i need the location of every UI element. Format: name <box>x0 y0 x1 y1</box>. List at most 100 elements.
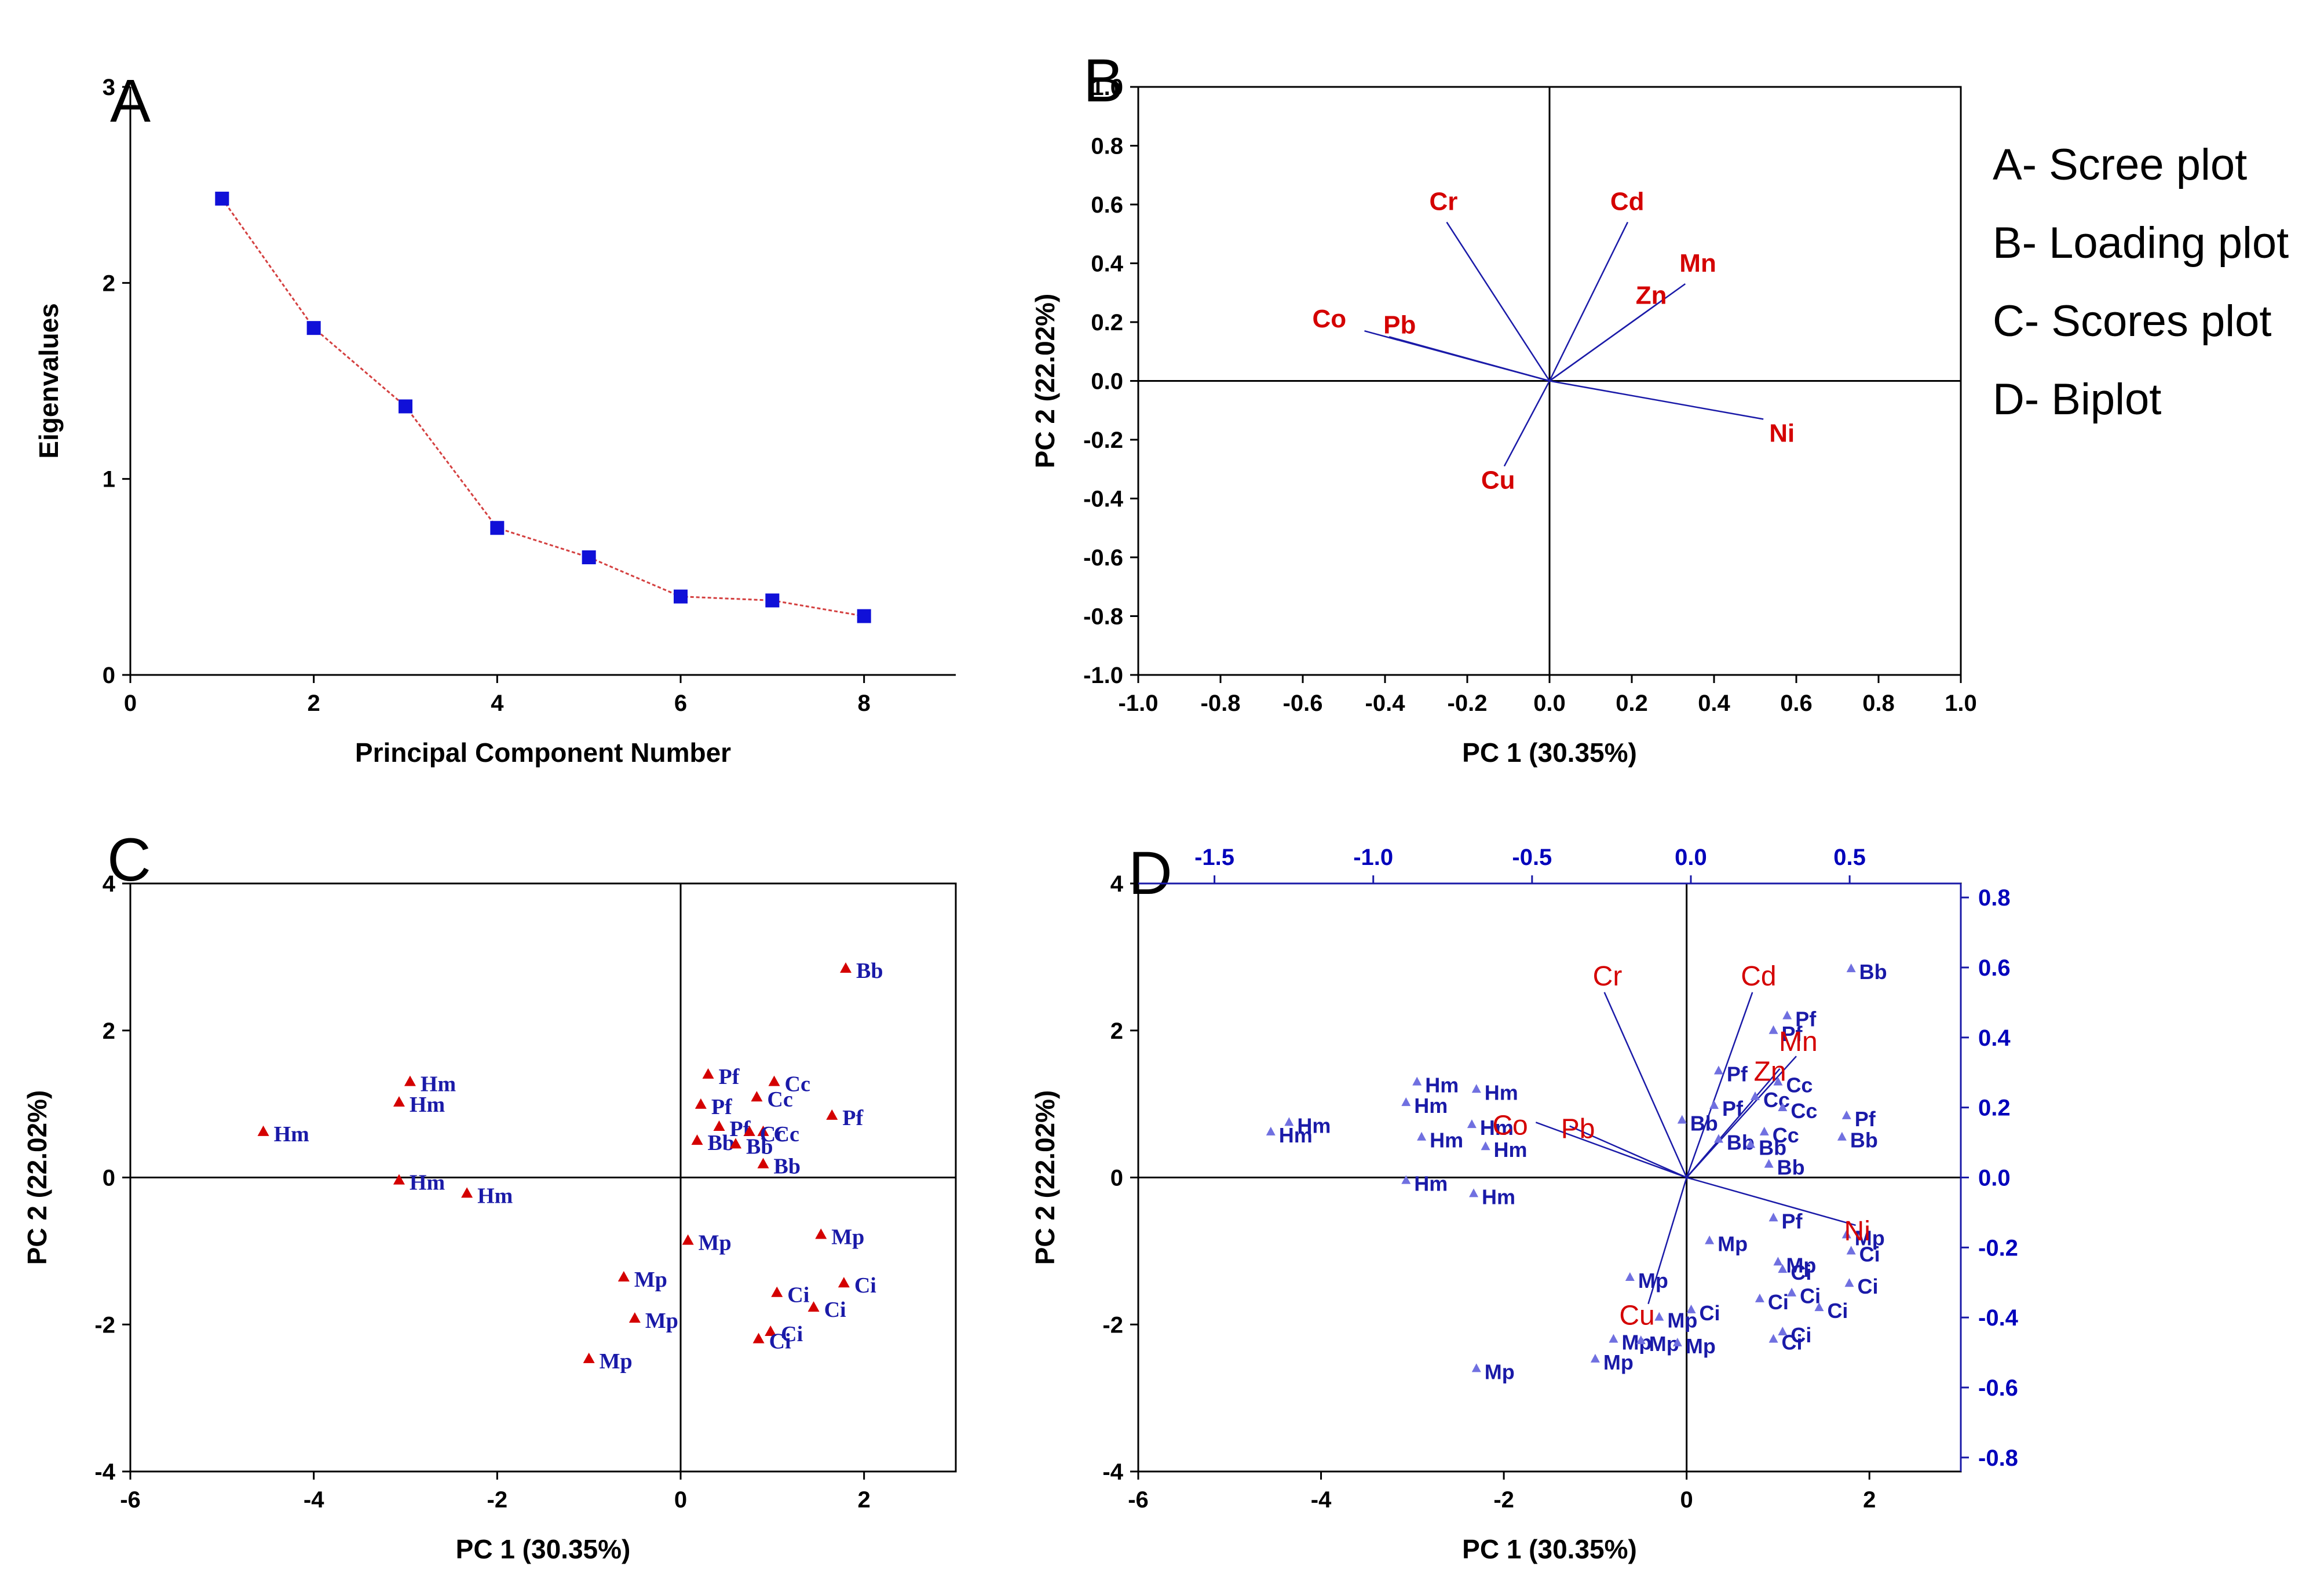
score-label: Bb <box>708 1131 735 1155</box>
scree-point-3 <box>399 399 412 414</box>
biplot-point <box>1401 1175 1411 1184</box>
score-point <box>695 1098 707 1109</box>
x-axis-title: PC 1 (30.35%) <box>1462 1534 1637 1564</box>
secondary-y-tick-label: 0.8 <box>1978 885 2011 911</box>
score-point <box>807 1301 820 1312</box>
score-label: Cc <box>785 1072 810 1097</box>
biplot-point <box>1778 1264 1788 1273</box>
biplot-point <box>1841 1110 1851 1119</box>
x-tick-label: 0.8 <box>1862 691 1895 716</box>
score-point <box>751 1091 763 1102</box>
score-label: Bb <box>774 1155 801 1179</box>
biplot-point-label: Mp <box>1649 1332 1679 1356</box>
loading-label-cr: Cr <box>1430 187 1458 216</box>
scree-point-8 <box>857 609 871 623</box>
biplot-point-label: Mp <box>1603 1350 1634 1374</box>
secondary-x-tick-label: 0.5 <box>1833 845 1866 870</box>
y-tick-label: 4 <box>1110 871 1124 897</box>
secondary-y-tick-label: 0.2 <box>1978 1096 2011 1121</box>
score-label: Hm <box>421 1072 456 1097</box>
y-tick-label: 0 <box>103 663 115 688</box>
score-label: Mp <box>831 1225 864 1249</box>
y-tick-label: 0 <box>103 1166 115 1191</box>
y-tick-label: 2 <box>1110 1018 1123 1044</box>
score-point <box>393 1174 405 1185</box>
biplot-point-label: Mp <box>1686 1334 1716 1358</box>
x-tick-label: 0 <box>1680 1487 1693 1513</box>
x-tick-label: 6 <box>674 691 687 716</box>
score-label: Hm <box>410 1171 445 1195</box>
biplot-point <box>1713 1134 1723 1143</box>
loading-label-mn: Mn <box>1679 249 1716 278</box>
biplot-point <box>1751 1091 1760 1100</box>
biplot-vector-label-cr: Cr <box>1593 961 1623 992</box>
y-tick-label: -0.2 <box>1083 428 1123 453</box>
y-axis-title: PC 2 (22.02%) <box>1030 294 1060 469</box>
secondary-y-tick-label: -0.2 <box>1978 1235 2018 1261</box>
y-tick-label: 3 <box>103 75 115 100</box>
secondary-y-tick-label: -0.4 <box>1978 1305 2019 1331</box>
biplot-point-label: Cc <box>1763 1088 1790 1112</box>
secondary-y-tick-label: 0.4 <box>1978 1025 2011 1051</box>
score-label: Pf <box>842 1106 864 1130</box>
y-tick-label: -4 <box>1102 1459 1123 1485</box>
biplot-point <box>1814 1302 1824 1312</box>
loading-label-co: Co <box>1313 305 1347 333</box>
biplot-point-label: Bb <box>1850 1129 1878 1152</box>
biplot-point <box>1755 1293 1764 1302</box>
biplot-point-label: Bb <box>1859 960 1887 984</box>
score-point <box>393 1096 405 1107</box>
biplot-point-label: Pf <box>1727 1062 1748 1086</box>
loading-label-cu: Cu <box>1481 466 1515 495</box>
legend-item-scores: C- Scores plot <box>1993 297 2272 346</box>
score-point <box>765 1325 777 1336</box>
loading-vector-ni <box>1549 380 1764 420</box>
score-point <box>404 1075 416 1086</box>
y-tick-label: 0.8 <box>1091 134 1123 159</box>
biplot-point-label: Pf <box>1795 1007 1817 1031</box>
secondary-x-tick-label: 0.0 <box>1675 845 1707 870</box>
y-tick-label: -2 <box>1102 1312 1123 1338</box>
biplot-point <box>1469 1188 1479 1197</box>
x-tick-label: -1.0 <box>1119 691 1159 716</box>
secondary-y-tick-label: -0.6 <box>1978 1375 2018 1401</box>
score-point <box>583 1352 595 1363</box>
biplot-point-label: Ci <box>1859 1242 1880 1266</box>
y-tick-label: -4 <box>94 1459 115 1485</box>
y-tick-label: 1.0 <box>1091 75 1123 100</box>
y-tick-label: 2 <box>103 271 115 296</box>
biplot-point-label: Mp <box>1855 1226 1885 1250</box>
biplot-vector-label-cu: Cu <box>1619 1301 1654 1331</box>
y-tick-label: 1 <box>103 467 115 492</box>
biplot-point-label: Bb <box>1690 1112 1718 1135</box>
legend-item-biplot: D- Biplot <box>1993 375 2161 424</box>
biplot-point-label: Mp <box>1638 1269 1668 1292</box>
secondary-x-tick-label: -0.5 <box>1512 845 1552 870</box>
y-tick-label: -0.4 <box>1083 487 1124 512</box>
biplot-point-label: Cc <box>1773 1123 1799 1147</box>
biplot-point <box>1713 1065 1723 1075</box>
biplot-point <box>1471 1363 1481 1372</box>
score-point <box>826 1109 838 1120</box>
y-tick-label: -1.0 <box>1083 663 1123 688</box>
x-tick-label: -6 <box>120 1487 141 1513</box>
biplot-vector-label-co: Co <box>1492 1110 1528 1141</box>
biplot-vector-pb <box>1569 1125 1687 1178</box>
biplot-point <box>1764 1159 1774 1168</box>
biplot-point-label: Pf <box>1782 1022 1803 1046</box>
biplot-point-label: Bb <box>1759 1135 1786 1159</box>
biplot-point <box>1746 1139 1756 1148</box>
x-tick-label: 0 <box>674 1487 687 1513</box>
score-point <box>768 1075 780 1086</box>
x-tick-label: -2 <box>487 1487 508 1513</box>
biplot-point <box>1773 1076 1783 1086</box>
biplot-point <box>1284 1117 1294 1126</box>
score-label: Ci <box>781 1322 803 1346</box>
biplot-point <box>1709 1100 1719 1109</box>
x-tick-label: -2 <box>1493 1487 1514 1513</box>
biplot-vector-co <box>1535 1122 1687 1178</box>
x-tick-label: 2 <box>1863 1487 1876 1513</box>
